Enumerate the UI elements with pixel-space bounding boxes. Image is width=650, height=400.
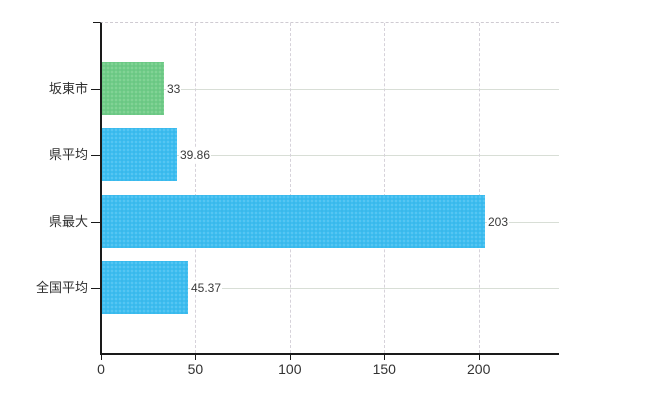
vertical-gridline xyxy=(195,23,197,353)
x-axis-tick-label: 150 xyxy=(372,361,396,377)
category-label: 県最大 xyxy=(48,213,88,229)
plot-area xyxy=(100,22,559,355)
x-axis-tick-label: 50 xyxy=(187,361,204,377)
vertical-gridline xyxy=(384,23,386,353)
x-axis-tick-label: 100 xyxy=(278,361,302,377)
bar xyxy=(102,261,188,314)
category-tick xyxy=(91,222,100,223)
bar xyxy=(102,195,485,248)
bar-value-label: 33 xyxy=(166,81,182,96)
category-label: 県平均 xyxy=(48,146,88,162)
bar-value-label: 45.37 xyxy=(190,280,223,295)
category-label: 全国平均 xyxy=(35,279,88,295)
bar-value-label: 203 xyxy=(487,214,510,229)
y-axis-top-tick xyxy=(93,22,100,23)
x-axis-tick xyxy=(101,355,102,360)
vertical-gridline xyxy=(478,23,480,353)
category-tick xyxy=(91,89,100,90)
x-axis-tick xyxy=(384,355,386,360)
horizontal-gridline xyxy=(102,154,559,156)
x-axis-tick xyxy=(289,355,291,360)
horizontal-gridline xyxy=(102,287,559,289)
category-tick xyxy=(91,155,100,156)
x-axis-tick xyxy=(195,355,197,360)
category-tick xyxy=(91,288,100,289)
category-label: 坂東市 xyxy=(48,80,88,96)
horizontal-gridline xyxy=(102,88,559,90)
bar xyxy=(102,128,177,181)
bar-value-label: 39.86 xyxy=(179,147,212,162)
x-axis-tick xyxy=(478,355,480,360)
x-axis-tick-label: 0 xyxy=(97,361,105,377)
bar xyxy=(102,62,164,115)
x-axis-tick-label: 200 xyxy=(466,361,491,377)
vertical-gridline xyxy=(289,23,291,353)
